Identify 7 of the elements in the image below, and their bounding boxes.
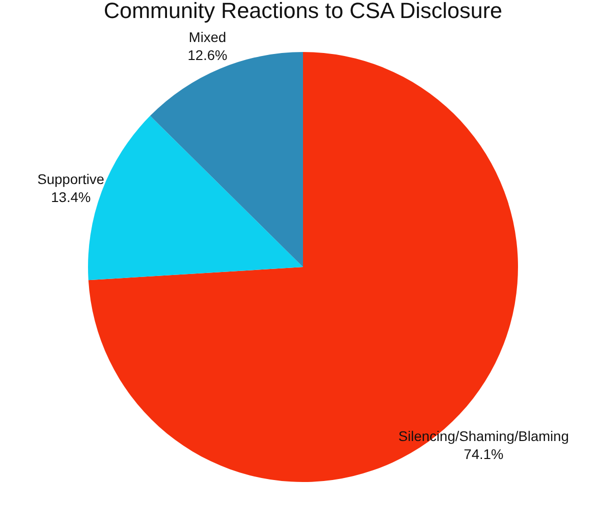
- data-label: 13.4%: [50, 188, 91, 205]
- slice-label: Mixed: [188, 29, 226, 46]
- data-label: 74.1%: [464, 446, 504, 462]
- slice-label: Supportive: [37, 170, 105, 187]
- chart-title: Community Reactions to CSA Disclosure: [104, 0, 502, 24]
- data-label: 12.6%: [188, 47, 228, 64]
- pie-slice: [150, 52, 303, 267]
